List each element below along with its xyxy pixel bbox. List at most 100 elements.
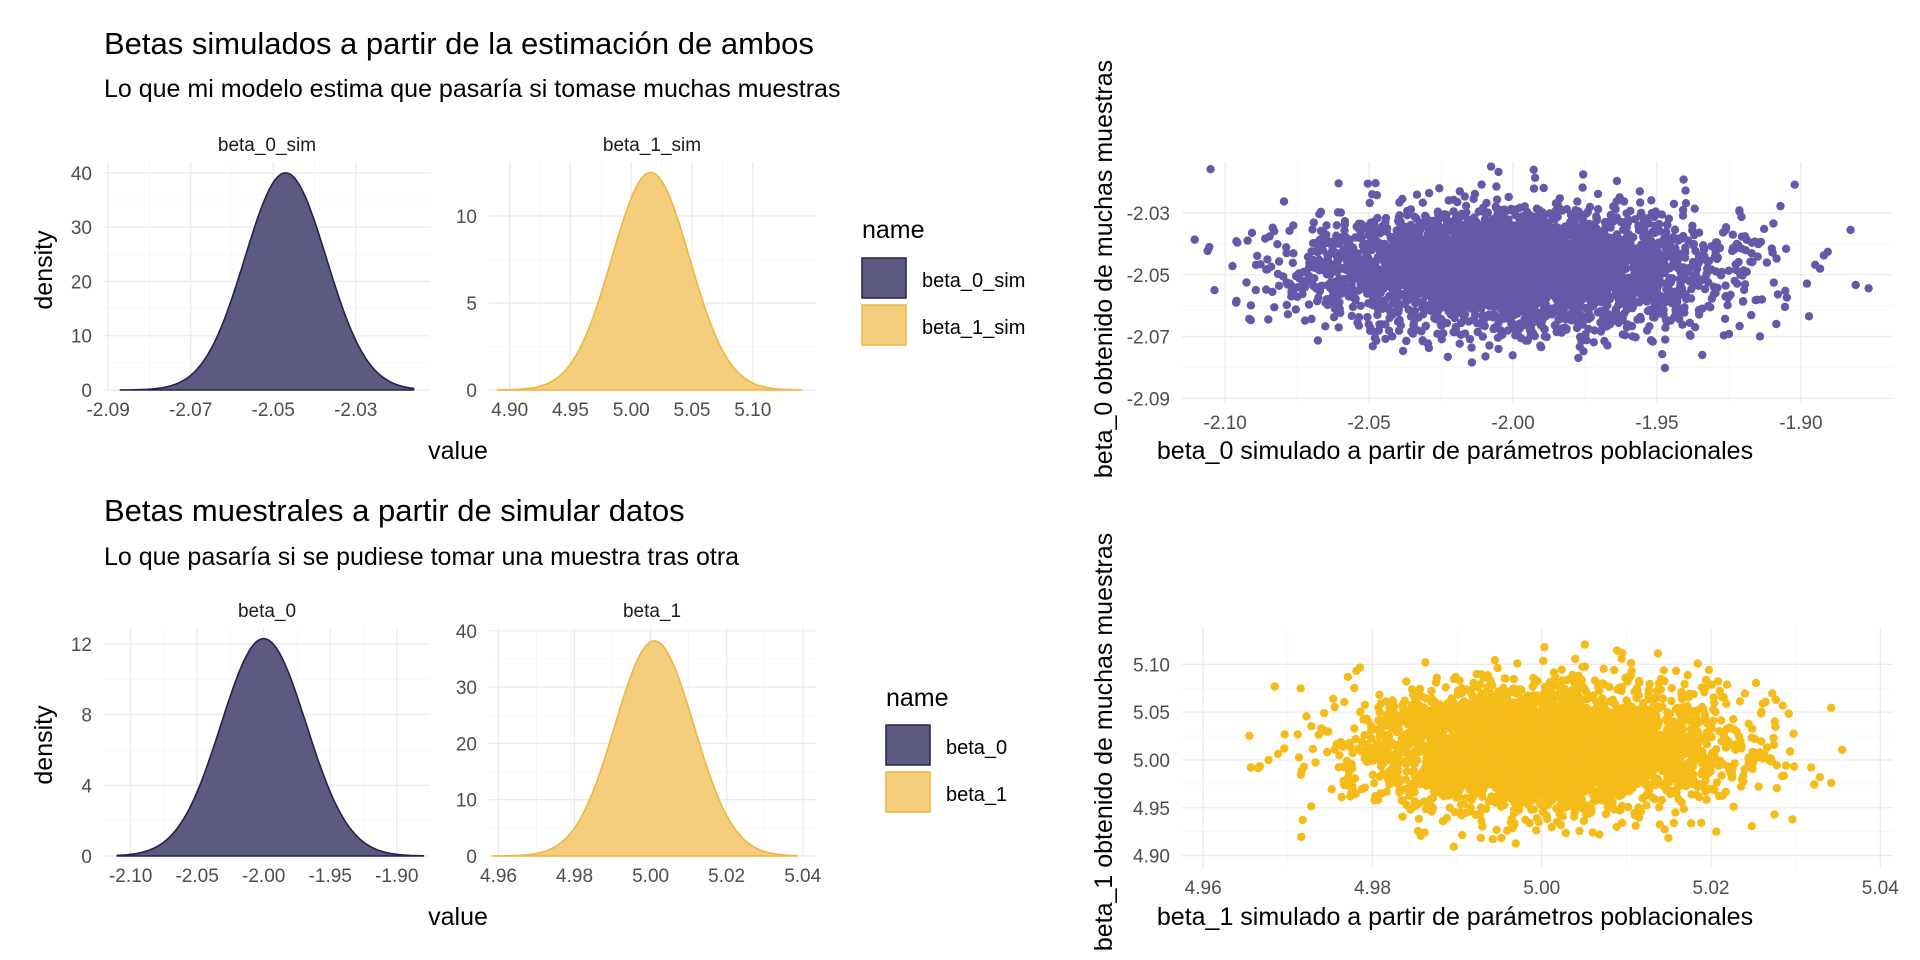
scatter-point — [1576, 310, 1585, 320]
scatter-point — [1489, 232, 1499, 242]
scatter-point — [1451, 327, 1460, 337]
y-tick-label: -2.03 — [1127, 204, 1170, 225]
scatter-point — [1730, 276, 1739, 286]
y-tick-label: 8 — [81, 706, 92, 727]
scatter-point — [1419, 218, 1429, 227]
scatter-point — [1606, 257, 1615, 266]
scatter-point — [1753, 295, 1762, 304]
scatter-point — [1651, 207, 1660, 216]
scatter-point — [1658, 694, 1668, 703]
scatter-point — [1585, 202, 1595, 212]
scatter-point — [1537, 224, 1547, 233]
scatter-point — [1307, 314, 1316, 324]
scatter-point — [1584, 264, 1594, 273]
scatter-point — [1769, 219, 1778, 228]
facet-strip-beta-0: beta_0 — [238, 601, 296, 622]
scatter-point — [1282, 300, 1292, 310]
scatter-point — [1433, 313, 1442, 322]
scatter-point — [1620, 309, 1629, 318]
scatter-point — [1419, 289, 1428, 298]
scatter-point — [1618, 225, 1628, 234]
scatter-point — [1697, 818, 1706, 827]
scatter-point — [1737, 244, 1746, 253]
scatter-point — [1728, 230, 1738, 239]
scatter-point — [1669, 261, 1678, 270]
scatter-point — [1556, 254, 1565, 264]
scatter-point — [1462, 248, 1472, 258]
scatter-point — [1494, 344, 1503, 354]
scatter-point — [1535, 247, 1544, 257]
scatter-point — [1691, 246, 1700, 256]
x-tick-label: 5.00 — [1523, 878, 1560, 899]
scatter-point — [1781, 286, 1790, 295]
scatter-point — [1365, 225, 1374, 235]
scatter-point — [1437, 289, 1446, 298]
scatter-point — [1503, 294, 1513, 303]
scatter-point — [1747, 310, 1756, 320]
scatter-point — [1337, 792, 1346, 802]
scatter-point — [1654, 219, 1664, 229]
scatter-point — [1802, 279, 1812, 288]
scatter-point — [1631, 333, 1640, 342]
scatter-point — [1470, 216, 1479, 225]
scatter-point — [1461, 266, 1471, 275]
scatter-point — [1464, 216, 1473, 225]
scatter-point — [1636, 315, 1646, 324]
scatter-point — [1315, 210, 1324, 219]
scatter-point — [1398, 346, 1408, 356]
scatter-point — [1242, 278, 1251, 287]
x-tick-label: 4.96 — [1185, 878, 1222, 899]
scatter-point — [1410, 306, 1420, 316]
scatter-point — [1469, 194, 1478, 204]
scatter-point — [1360, 265, 1369, 274]
scatter-point — [1680, 308, 1689, 317]
scatter-point — [1313, 244, 1323, 253]
scatter-point — [1206, 165, 1215, 174]
y-tick-label: 40 — [71, 164, 92, 185]
scatter-point — [1595, 278, 1605, 287]
scatter-point — [1437, 242, 1447, 251]
scatter-point — [1405, 268, 1414, 277]
scatter-point — [1347, 279, 1356, 288]
scatter-point — [1655, 803, 1664, 812]
scatter-point — [1864, 284, 1873, 293]
scatter-point — [1584, 324, 1593, 334]
scatter-point — [1687, 284, 1696, 294]
scatter-point — [1270, 303, 1279, 312]
scatter-point — [1683, 275, 1692, 284]
y-tick-label: 4 — [81, 776, 92, 797]
scatter-point — [1423, 256, 1433, 265]
scatter-point — [1552, 233, 1561, 243]
scatter-point — [1521, 336, 1531, 345]
scatter-point — [1423, 230, 1432, 239]
scatter-point — [1370, 272, 1380, 282]
scatter-point — [1547, 254, 1557, 263]
scatter-point — [1602, 321, 1611, 330]
scatter-point — [1572, 244, 1581, 253]
scatter-point — [1442, 250, 1452, 259]
x-tick-label: 5.10 — [734, 400, 771, 421]
scatter-point — [1499, 223, 1509, 233]
scatter-point — [1232, 237, 1241, 246]
scatter-point — [1388, 332, 1397, 341]
scatter-point — [1334, 239, 1344, 248]
scatter-point — [1470, 264, 1480, 273]
scatter-point — [1525, 257, 1535, 266]
x-tick-label: 5.00 — [632, 866, 669, 887]
y-tick-label: 5.10 — [1133, 655, 1170, 676]
scatter-point — [1476, 277, 1485, 286]
scatter-point — [1631, 245, 1641, 254]
scatter-point — [1772, 254, 1781, 263]
scatter-point — [1446, 310, 1456, 319]
scatter-point — [1392, 226, 1401, 235]
scatter-point — [1661, 335, 1670, 344]
scatter-point — [1348, 292, 1357, 301]
scatter-point — [1274, 257, 1284, 266]
scatter-point — [1426, 239, 1435, 249]
scatter-point — [1599, 248, 1608, 257]
scatter-point — [1424, 188, 1434, 198]
scatter-point — [1389, 236, 1398, 245]
scatter-point — [1675, 235, 1684, 244]
scatter-point — [1374, 293, 1383, 302]
